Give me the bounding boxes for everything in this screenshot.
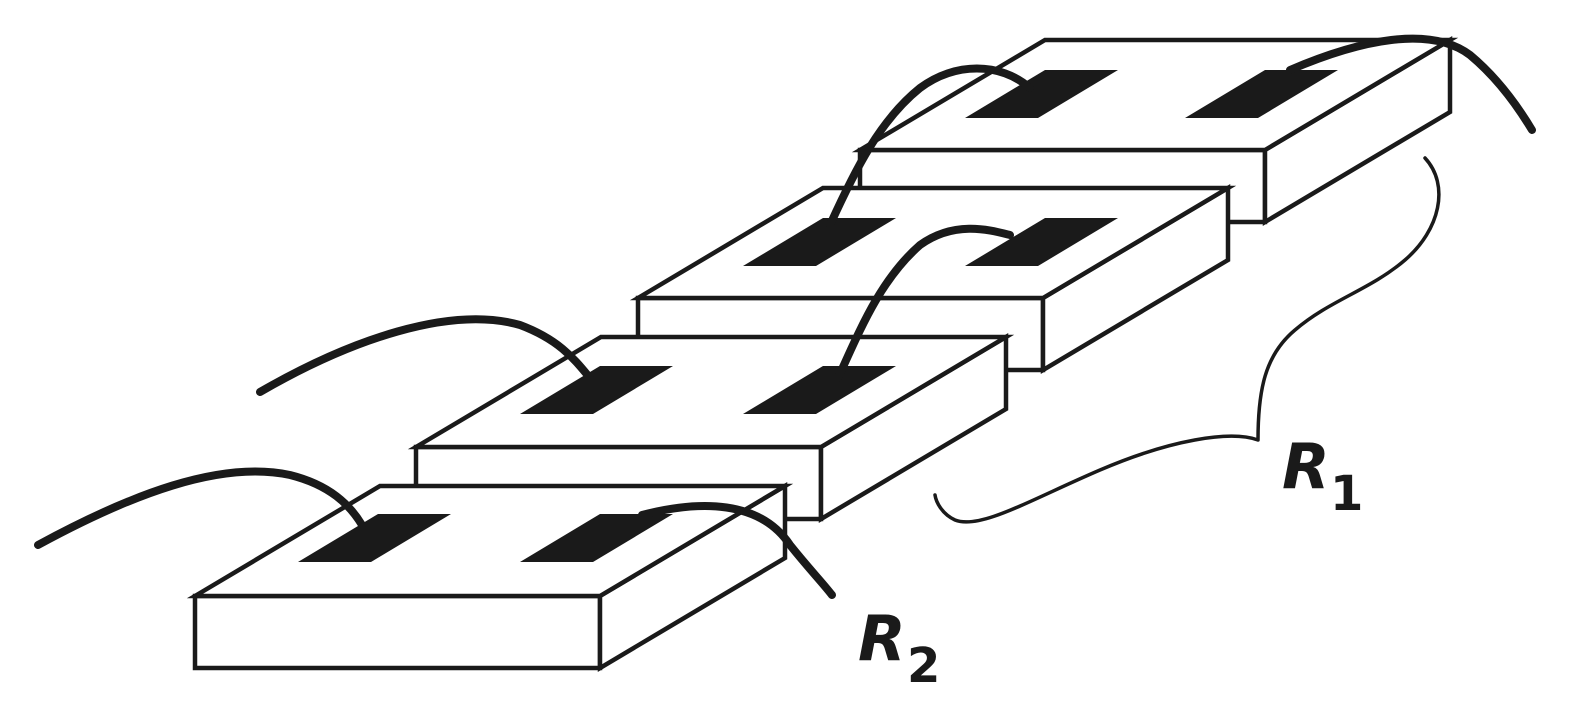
contact-pad-4a (965, 70, 1118, 118)
wire-lead-left-top (256, 315, 594, 396)
label-r2: R 2 (858, 602, 940, 694)
label-r2-subscript: 2 (907, 638, 940, 694)
label-r1-subscript: 1 (1330, 466, 1363, 522)
wire-lead-right (1286, 34, 1536, 134)
contact-pad-3a (743, 218, 896, 266)
label-r1-letter: R (1282, 430, 1330, 503)
wire-block2-to-block3 (834, 224, 1014, 382)
resistor-block-1 (186, 482, 794, 672)
label-r1: R 1 (1282, 430, 1363, 522)
wire-lead-left-bottom (34, 467, 366, 549)
contact-pad-1a (298, 514, 451, 562)
contact-pad-4b (1185, 70, 1338, 118)
bond-wires (34, 34, 1536, 599)
resistor-block-3 (629, 184, 1237, 374)
r1-brace (933, 156, 1441, 524)
contact-pad-2b (743, 366, 896, 414)
contact-pad-1b (520, 514, 673, 562)
wire-block3-to-block4 (826, 64, 1034, 229)
wire-block1-to-block2 (638, 502, 836, 599)
contact-pad-2a (520, 366, 673, 414)
contact-pad-3b (965, 218, 1118, 266)
label-r2-letter: R (858, 602, 906, 675)
